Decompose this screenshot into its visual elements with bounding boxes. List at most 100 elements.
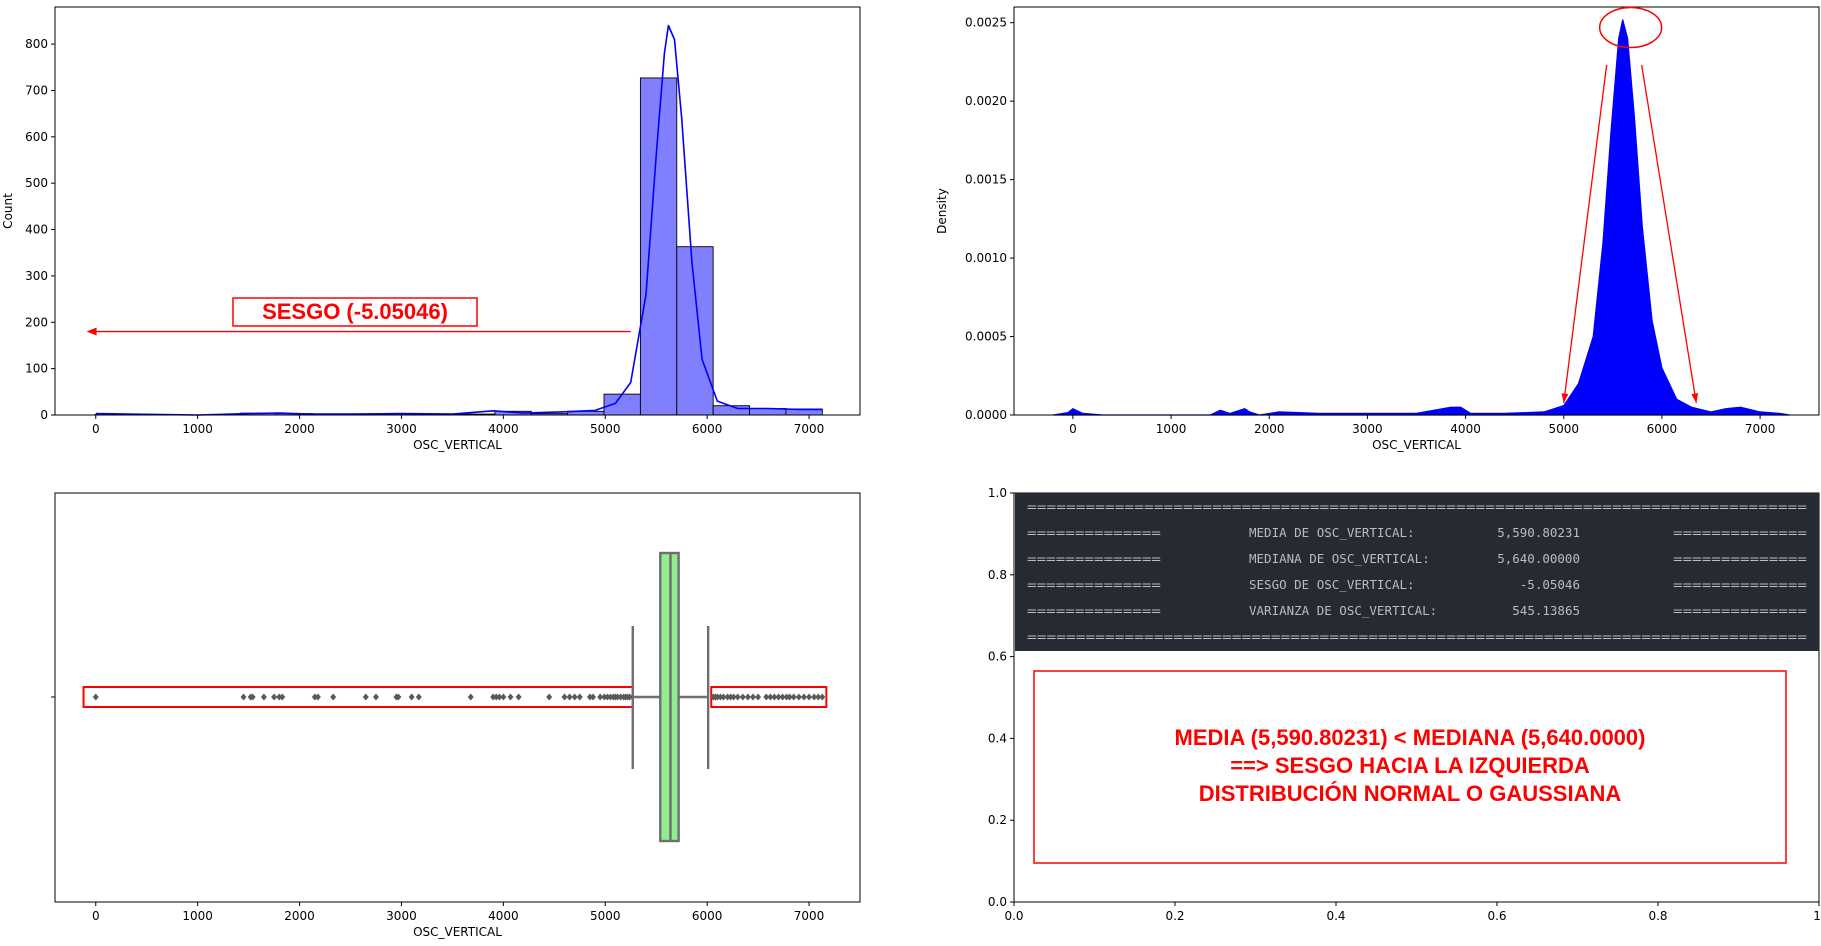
x-tick-label: 0.8 [1648,909,1667,923]
y-tick-label: 0.0020 [965,94,1007,108]
x-tick-label: 0.0 [1004,909,1023,923]
stat-value: 545.13865 [1512,603,1580,618]
x-tick-label: 3000 [1352,422,1383,436]
x-tick-label: 3000 [386,909,417,923]
y-axis-label: Count [1,193,15,229]
peak-highlight-circle [1598,6,1663,49]
x-axis-label: OSC_VERTICAL [1372,438,1461,452]
y-tick-label: 700 [25,83,48,97]
terminal-side-line: ============== [1027,551,1161,566]
histogram-panel: 0 1000 2000 3000 4000 5000 6000 7000 0 100 200 300 4… [1,6,861,452]
annotation-arrow [1563,64,1608,404]
terminal-border-line: ========================================… [1027,499,1807,514]
outlier-point [496,693,503,701]
outlier-point [415,693,422,701]
outlier-point [597,693,604,701]
conclusion-line: MEDIA (5,590.80231) < MEDIANA (5,640.000… [1175,725,1646,750]
y-tick-label: 0 [40,408,48,422]
outlier-point [395,693,402,701]
x-tick-label: 5000 [590,422,621,436]
x-tick-label: 3000 [386,422,417,436]
outlier-point [260,693,267,701]
outlier-point [92,693,99,701]
annotation-arrow [1641,64,1697,404]
y-tick-label: 0.0010 [965,251,1007,265]
terminal-side-line: ============== [1027,603,1161,618]
x-axis-label: OSC_VERTICAL [413,438,502,452]
outlier-point [271,693,278,701]
y-tick-label: 200 [25,315,48,329]
outlier-point [744,693,751,701]
stat-label: MEDIA DE OSC_VERTICAL: [1249,525,1415,540]
outlier-point [724,693,731,701]
outlier-point [571,693,578,701]
annotation-arrowhead [86,327,97,336]
outlier-point [601,693,608,701]
outlier-point [819,693,826,701]
outlier-point [614,693,621,701]
outlier-point [546,693,553,701]
x-tick-label: 1000 [1156,422,1187,436]
terminal-side-line: ============== [1027,577,1161,592]
outlier-point [372,693,379,701]
x-tick-label: 2000 [284,909,315,923]
terminal-side-line: ============== [1673,525,1807,540]
axes-frame [1013,6,1820,416]
annotation-arrowhead [1561,393,1569,403]
outlier-point [607,693,614,701]
y-tick-label: 0.0000 [965,408,1007,422]
kde-panel: 0 1000 2000 3000 4000 5000 6000 7000 0.0000 0.000… [935,6,1820,452]
y-tick-label: 600 [25,130,48,144]
outlier-point [279,693,286,701]
histogram-bar [603,393,641,416]
outlier-point [507,693,514,701]
outlier-point [727,693,734,701]
outlier-point [626,693,633,701]
outlier-point [276,693,283,701]
x-tick-label: 0.2 [1165,909,1184,923]
outlier-point [763,693,770,701]
outlier-point [783,693,790,701]
outlier-point [730,693,737,701]
x-tick-label: 0.4 [1326,909,1345,923]
x-tick-label: 2000 [1254,422,1285,436]
y-tick-label: 1.0 [988,486,1007,500]
stat-value: 5,640.00000 [1497,551,1580,566]
outlier-point [604,693,611,701]
terminal-side-line: ============== [1673,577,1807,592]
stat-label: VARIANZA DE OSC_VERTICAL: [1249,603,1437,618]
y-tick-label: 0.6 [988,650,1007,664]
y-tick-label: 500 [25,176,48,190]
x-tick-label: 5000 [1548,422,1579,436]
x-tick-label: 4000 [488,422,519,436]
x-tick-label: 1000 [182,909,213,923]
y-tick-label: 400 [25,223,48,237]
outlier-point [734,693,741,701]
outlier-point [408,693,415,701]
y-tick-label: 100 [25,362,48,376]
outlier-point [493,693,500,701]
y-axis-label: Density [935,188,949,234]
x-tick-label: 0 [92,909,100,923]
terminal-border-line: ========================================… [1027,629,1807,644]
outlier-point [714,693,721,701]
conclusion-line: DISTRIBUCIÓN NORMAL O GAUSSIANA [1199,781,1622,806]
stat-value: 5,590.80231 [1497,525,1580,540]
x-tick-label: 2000 [284,422,315,436]
terminal-side-line: ============== [1673,551,1807,566]
outlier-point [576,693,583,701]
outlier-point [311,693,318,701]
outlier-point [790,693,797,701]
outlier-point [795,693,802,701]
x-tick-label: 0 [1069,422,1077,436]
axes-frame [54,6,861,416]
boxplot-panel: 0 1000 2000 3000 4000 5000 6000 7000 OSC_VERTICA… [51,492,861,939]
outlier-point [314,693,321,701]
x-axis-label: OSC_VERTICAL [413,925,502,939]
outlier-point [240,693,247,701]
terminal-side-line: ============== [1027,525,1161,540]
annotation-text: SESGO (-5.05046) [262,299,448,324]
histogram-bar [712,405,750,416]
stat-label: MEDIANA DE OSC_VERTICAL: [1249,551,1430,566]
